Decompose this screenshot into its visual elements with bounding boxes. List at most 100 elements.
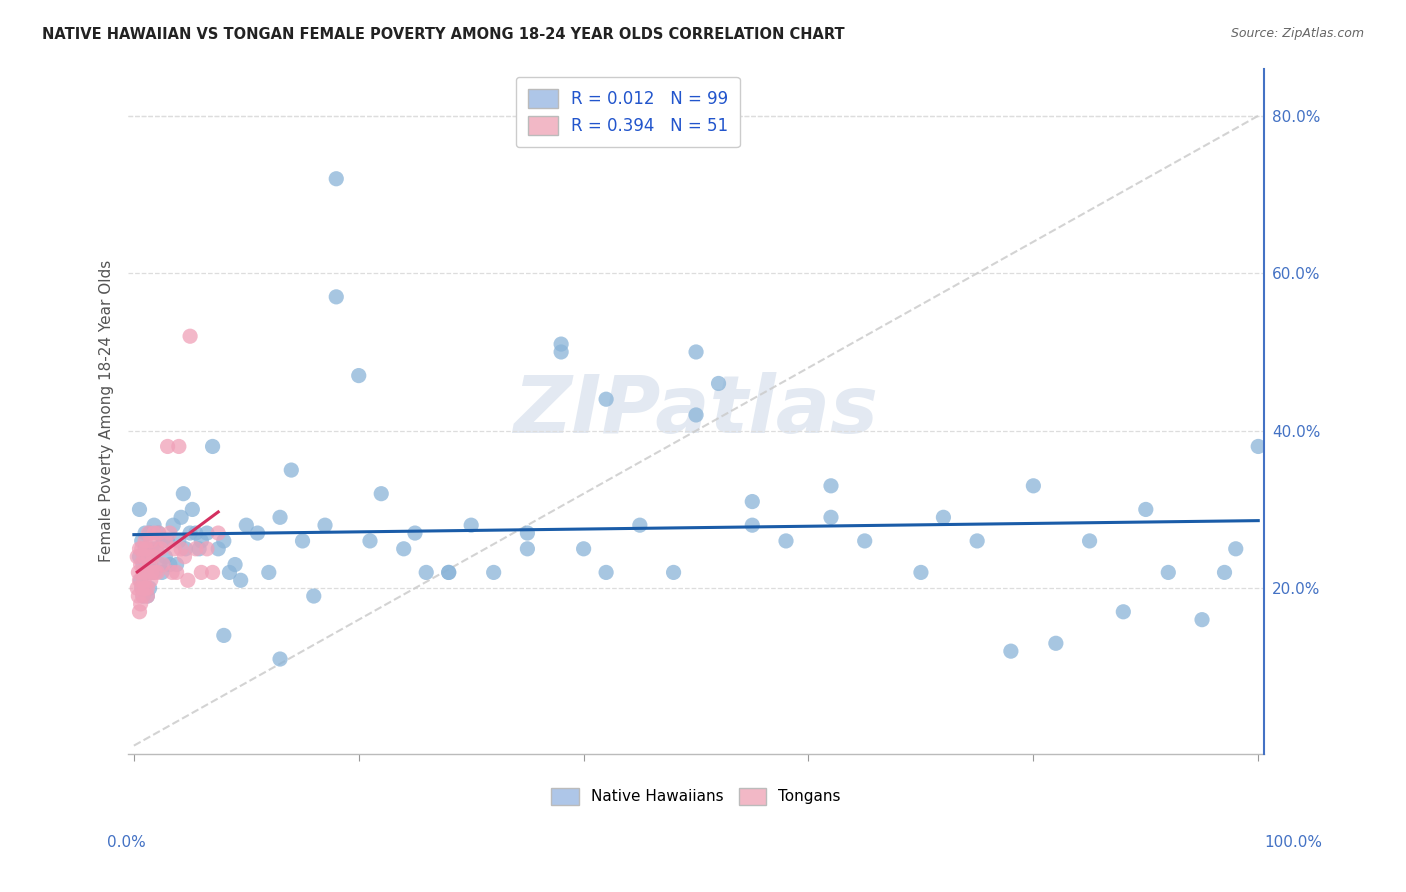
Point (184, 541, 207, 556)
Point (138, 526, 160, 541)
Point (1022, 479, 1045, 493)
Point (148, 526, 170, 541)
Point (138, 549, 160, 564)
Point (135, 541, 157, 556)
Point (741, 494, 763, 508)
Point (404, 526, 426, 541)
Point (141, 541, 163, 556)
Point (132, 589, 155, 603)
Point (415, 566, 437, 580)
Text: 100.0%: 100.0% (1264, 836, 1323, 850)
Point (212, 533, 235, 548)
Point (325, 171, 347, 186)
Point (291, 533, 314, 548)
Point (136, 566, 159, 580)
Point (156, 533, 179, 548)
Point (1045, 636, 1067, 650)
Point (910, 566, 932, 580)
Point (482, 566, 505, 580)
Point (129, 574, 152, 588)
Point (224, 558, 246, 572)
Point (741, 518, 763, 533)
Point (314, 518, 336, 533)
Point (131, 581, 153, 595)
Point (190, 566, 212, 580)
Point (150, 566, 173, 580)
Point (269, 510, 291, 524)
Point (207, 526, 229, 541)
Point (139, 574, 162, 588)
Point (172, 486, 194, 500)
Point (148, 526, 170, 541)
Point (143, 566, 166, 580)
Y-axis label: Female Poverty Among 18-24 Year Olds: Female Poverty Among 18-24 Year Olds (100, 260, 114, 562)
Point (1213, 566, 1236, 580)
Point (932, 510, 955, 524)
Point (173, 549, 195, 564)
Point (595, 392, 617, 407)
Point (201, 566, 224, 580)
Point (160, 566, 183, 580)
Point (156, 440, 179, 454)
Point (179, 329, 201, 343)
Point (246, 526, 269, 541)
Point (662, 566, 685, 580)
Point (170, 541, 193, 556)
Point (128, 574, 150, 588)
Point (128, 549, 150, 564)
Point (550, 345, 572, 359)
Point (1157, 566, 1180, 580)
Text: 0.0%: 0.0% (107, 836, 146, 850)
Point (853, 533, 876, 548)
Point (1225, 541, 1247, 556)
Point (628, 518, 651, 533)
Point (127, 581, 149, 595)
Point (212, 628, 235, 642)
Point (966, 533, 988, 548)
Legend: Native Hawaiians, Tongans: Native Hawaiians, Tongans (541, 779, 851, 814)
Point (302, 589, 325, 603)
Point (129, 558, 152, 572)
Point (128, 541, 150, 556)
Point (181, 502, 204, 516)
Point (139, 533, 162, 548)
Point (145, 541, 167, 556)
Point (128, 605, 150, 619)
Point (149, 541, 172, 556)
Point (152, 558, 174, 572)
Point (145, 541, 167, 556)
Point (174, 541, 197, 556)
Text: Source: ZipAtlas.com: Source: ZipAtlas.com (1230, 27, 1364, 40)
Point (235, 518, 257, 533)
Point (167, 533, 190, 548)
Point (136, 589, 159, 603)
Point (179, 526, 201, 541)
Point (127, 566, 149, 580)
Point (1135, 502, 1157, 516)
Point (138, 558, 160, 572)
Point (820, 510, 842, 524)
Point (190, 533, 212, 548)
Point (139, 558, 162, 572)
Point (132, 574, 155, 588)
Point (595, 566, 617, 580)
Point (1000, 644, 1022, 658)
Point (516, 526, 538, 541)
Point (195, 541, 218, 556)
Point (135, 566, 157, 580)
Point (152, 533, 174, 548)
Point (132, 566, 155, 580)
Point (392, 541, 415, 556)
Text: NATIVE HAWAIIAN VS TONGAN FEMALE POVERTY AMONG 18-24 YEAR OLDS CORRELATION CHART: NATIVE HAWAIIAN VS TONGAN FEMALE POVERTY… (42, 27, 845, 42)
Point (775, 533, 797, 548)
Point (572, 541, 595, 556)
Point (134, 526, 156, 541)
Point (132, 549, 155, 564)
Point (218, 566, 240, 580)
Point (163, 541, 186, 556)
Point (170, 510, 193, 524)
Point (128, 502, 150, 516)
Point (155, 549, 177, 564)
Point (155, 533, 177, 548)
Point (347, 368, 370, 383)
